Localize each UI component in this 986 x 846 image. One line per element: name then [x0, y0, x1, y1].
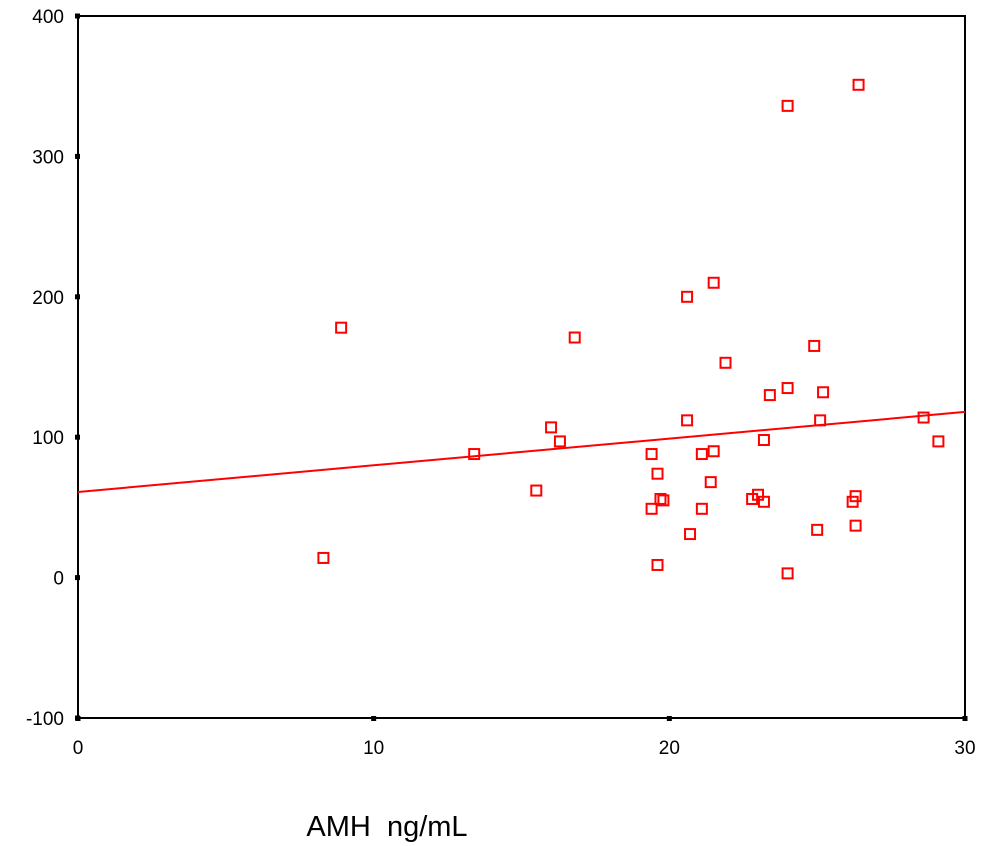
x-tick-mark — [962, 716, 968, 721]
y-tick-label: 0 — [53, 569, 64, 590]
data-point — [651, 558, 664, 571]
x-tick-label: 30 — [954, 738, 975, 759]
data-point — [917, 411, 930, 424]
data-point — [654, 492, 667, 505]
data-point — [707, 276, 720, 289]
x-axis-title: AMH ng/mL — [306, 811, 467, 843]
data-point — [657, 494, 670, 507]
data-point — [695, 502, 708, 515]
data-point — [684, 528, 697, 541]
axis-ticks: 400 300 200 100 0 -100 0 10 20 30 — [26, 7, 976, 759]
y-tick-mark — [75, 294, 80, 300]
data-point — [317, 551, 330, 564]
y-tick-label: -100 — [26, 709, 64, 730]
data-point — [704, 476, 717, 489]
data-point — [719, 356, 732, 369]
data-point — [849, 519, 862, 532]
y-tick-label: 300 — [32, 147, 64, 168]
data-point — [811, 523, 824, 536]
y-tick-mark — [75, 13, 80, 19]
data-point — [645, 502, 658, 515]
data-point — [681, 290, 694, 303]
x-tick-label: 20 — [659, 738, 680, 759]
data-point — [852, 78, 865, 91]
data-point — [651, 467, 664, 480]
data-point — [681, 414, 694, 427]
x-tick-label: 0 — [73, 738, 84, 759]
x-tick-mark — [666, 716, 672, 721]
data-points — [317, 78, 945, 580]
y-tick-label: 200 — [32, 288, 64, 309]
y-tick-mark — [75, 575, 80, 581]
data-point — [757, 495, 770, 508]
data-point — [757, 434, 770, 447]
data-point — [468, 448, 481, 461]
data-point — [849, 490, 862, 503]
x-tick-mark — [75, 716, 81, 721]
data-point — [335, 321, 348, 334]
data-point — [932, 435, 945, 448]
data-point — [808, 339, 821, 352]
data-point — [530, 484, 543, 497]
data-point — [817, 386, 830, 399]
data-point — [781, 567, 794, 580]
data-point — [695, 448, 708, 461]
data-point — [568, 331, 581, 344]
plot-frame — [77, 15, 966, 719]
data-point — [781, 382, 794, 395]
x-tick-mark — [371, 716, 377, 721]
data-point — [553, 435, 566, 448]
y-tick-mark — [75, 153, 80, 159]
data-point — [707, 445, 720, 458]
data-point — [763, 389, 776, 402]
y-tick-mark — [75, 434, 80, 440]
data-point — [814, 414, 827, 427]
data-point — [645, 448, 658, 461]
y-tick-label: 100 — [32, 428, 64, 449]
data-point — [545, 421, 558, 434]
y-tick-label: 400 — [32, 7, 64, 28]
x-tick-label: 10 — [363, 738, 384, 759]
data-point — [781, 99, 794, 112]
